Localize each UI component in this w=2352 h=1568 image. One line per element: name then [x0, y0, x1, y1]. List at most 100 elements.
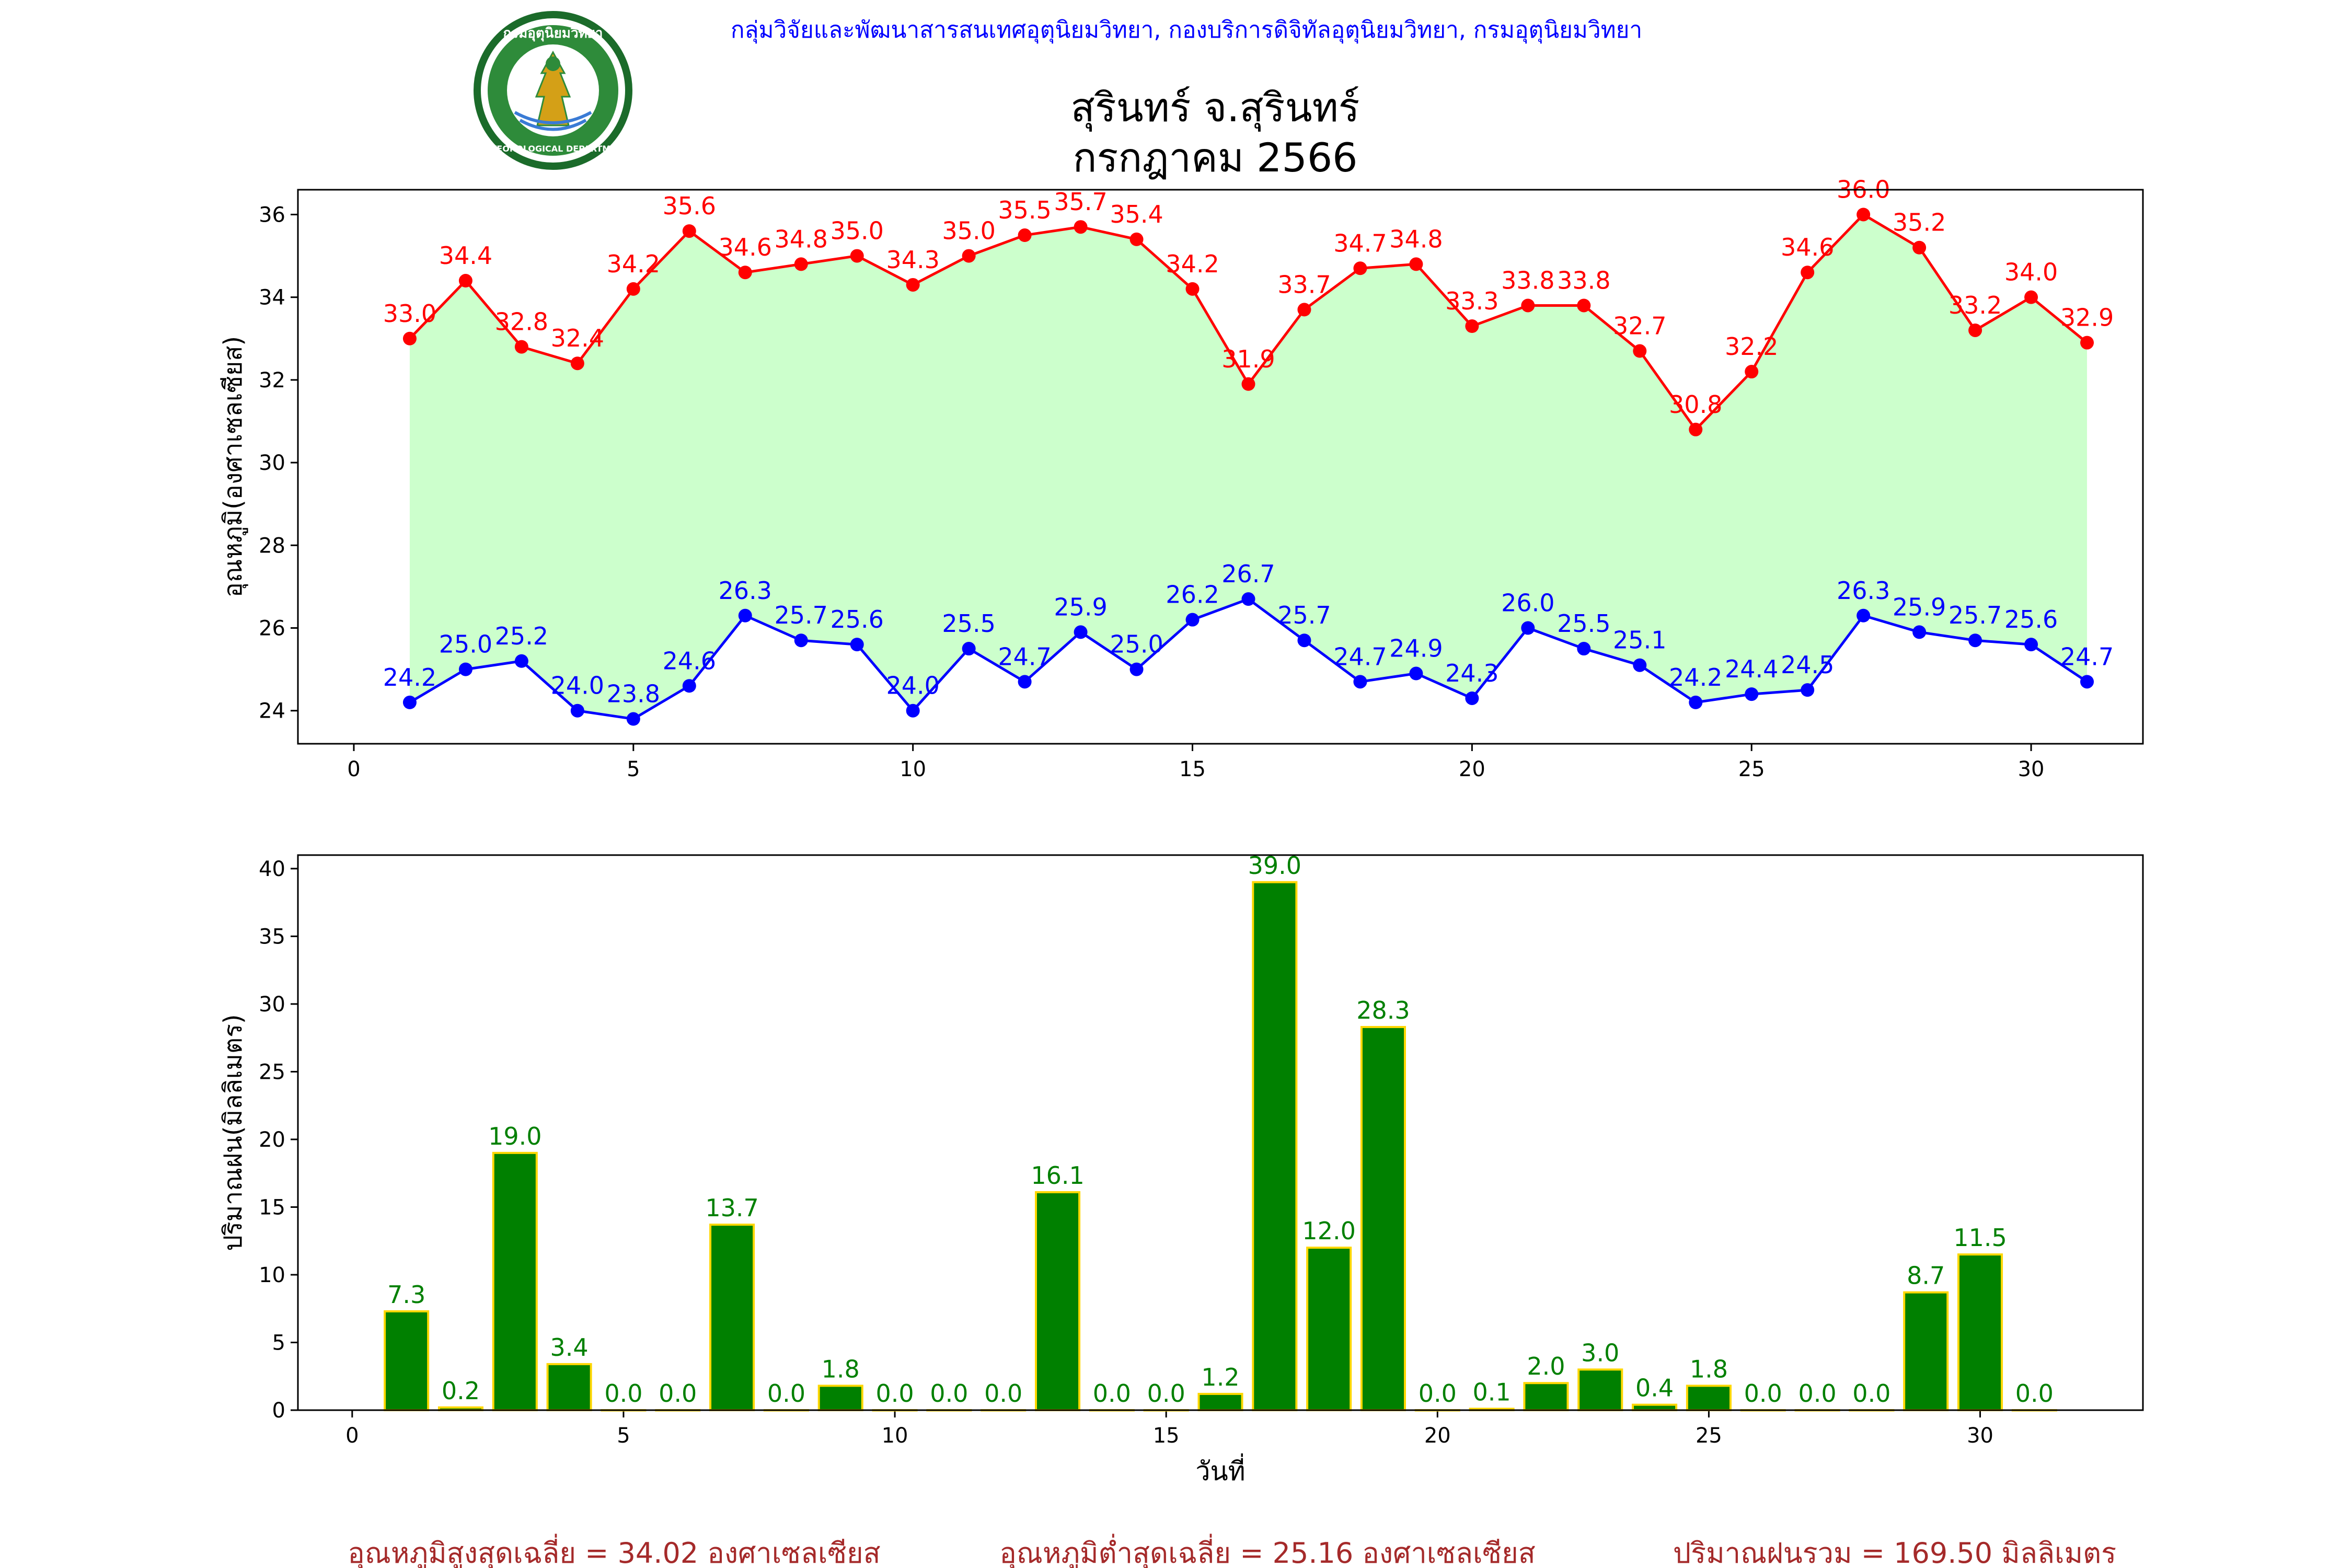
y-tick-label: 35: [259, 925, 285, 949]
y-tick-label: 34: [259, 286, 285, 310]
y-tick-label: 30: [259, 993, 285, 1017]
min-temperature-data-label: 25.6: [830, 605, 883, 633]
max-temperature-data-label: 32.8: [495, 308, 548, 336]
max-temperature-point: [2024, 290, 2038, 304]
y-tick-label: 15: [259, 1195, 285, 1219]
x-tick-label: 0: [345, 1424, 359, 1448]
x-tick-label: 25: [1696, 1424, 1722, 1448]
min-temperature-data-label: 26.7: [1221, 560, 1275, 588]
rainfall-bar: [492, 1151, 538, 1412]
x-tick-label: 20: [1424, 1424, 1451, 1448]
min-temperature-data-label: 24.5: [1781, 651, 1834, 679]
rainfall-data-label: 1.2: [1201, 1363, 1239, 1391]
max-temperature-point: [1297, 303, 1311, 317]
y-tick-label: 32: [259, 368, 285, 393]
max-temperature-point: [1801, 266, 1815, 280]
rainfall-bar: [1360, 1025, 1406, 1411]
rainfall-data-label: 0.0: [659, 1379, 697, 1408]
min-temperature-point: [2080, 675, 2094, 689]
y-tick-label: 24: [259, 699, 285, 723]
min-temperature-point: [1801, 683, 1815, 697]
min-temperature-data-label: 24.0: [551, 672, 604, 700]
min-temperature-data-label: 26.3: [1837, 577, 1890, 605]
min-temperature-data-label: 25.6: [2004, 605, 2058, 633]
y-tick-label: 30: [259, 451, 285, 475]
max-temperature-point: [738, 266, 752, 280]
min-temperature-point: [1521, 621, 1535, 635]
rainfall-bar: [384, 1310, 430, 1411]
rainfall-bar: [1903, 1291, 1949, 1411]
min-temperature-point: [514, 654, 528, 668]
rainfall-data-label: 0.0: [1798, 1379, 1836, 1408]
rainfall-bar: [546, 1363, 592, 1411]
rainfall-y-axis-label: ปริมาณฝน(มิลลิเมตร): [218, 1014, 248, 1251]
max-temperature-point: [1857, 207, 1871, 222]
min-temperature-point: [1241, 592, 1255, 606]
max-temperature-point: [1074, 220, 1088, 234]
min-temperature-data-label: 23.8: [607, 680, 660, 708]
min-temperature-data-label: 24.7: [998, 642, 1051, 671]
x-tick-label: 30: [1967, 1424, 1993, 1448]
max-temperature-point: [2080, 336, 2094, 350]
rainfall-data-label: 0.4: [1635, 1374, 1674, 1402]
credit-text: กลุ่มวิจัยและพัฒนาสารสนเทศอุตุนิยมวิทยา,…: [731, 17, 1642, 44]
rainfall-data-label: 0.0: [1093, 1379, 1131, 1408]
min-temperature-point: [1465, 691, 1479, 705]
x-tick-label: 20: [1459, 757, 1485, 781]
max-temperature-point: [906, 278, 920, 292]
svg-text:METEOROLOGICAL DEPARTMENT: METEOROLOGICAL DEPARTMENT: [477, 144, 629, 154]
max-temperature-point: [1912, 240, 1927, 255]
min-temperature-point: [1912, 625, 1927, 639]
max-temperature-data-label: 33.2: [1949, 291, 2002, 319]
chart-title-month: กรกฎาคม 2566: [1073, 134, 1357, 181]
min-temperature-data-label: 26.3: [719, 577, 772, 605]
rainfall-bar: [1197, 1392, 1243, 1411]
max-temperature-data-label: 34.6: [719, 233, 772, 261]
max-temperature-data-label: 34.3: [886, 246, 939, 274]
max-temperature-data-label: 35.4: [1110, 200, 1163, 228]
rainfall-plot-frame: [297, 854, 2144, 1411]
max-temperature-point: [626, 282, 640, 296]
min-temperature-data-label: 25.5: [942, 609, 995, 638]
rainfall-bar: [1686, 1385, 1732, 1411]
rainfall-data-label: 0.1: [1473, 1378, 1511, 1406]
rainfall-data-label: 1.8: [1690, 1355, 1728, 1383]
y-tick-label: 40: [259, 857, 285, 881]
footer-average-max-temperature: อุณหภูมิสูงสุดเฉลี่ย = 34.02 องศาเซลเซีย…: [348, 1534, 880, 1568]
max-temperature-point: [962, 249, 976, 263]
max-temperature-data-label: 34.7: [1333, 229, 1387, 257]
max-temperature-data-label: 34.2: [607, 250, 660, 278]
x-tick-label: 10: [882, 1424, 908, 1448]
rainfall-data-label: 0.0: [767, 1379, 805, 1408]
y-tick-label: 20: [259, 1128, 285, 1152]
max-temperature-point: [1465, 319, 1479, 333]
rainfall-bar: [1957, 1253, 2003, 1412]
min-temperature-point: [962, 642, 976, 656]
min-temperature-point: [402, 695, 417, 709]
min-temperature-data-label: 24.7: [2060, 642, 2114, 671]
min-temperature-data-label: 25.5: [1557, 609, 1610, 638]
temperature-plot-frame: [297, 189, 2144, 745]
max-temperature-point: [514, 340, 528, 354]
min-temperature-data-label: 25.1: [1613, 626, 1666, 654]
rainfall-x-axis-label: วันที่: [1195, 1454, 1245, 1486]
x-tick-label: 10: [900, 757, 926, 781]
max-temperature-data-label: 35.0: [830, 217, 883, 245]
min-temperature-data-label: 26.0: [1501, 589, 1554, 617]
max-temperature-point: [1409, 257, 1423, 271]
min-temperature-data-label: 24.4: [1725, 655, 1778, 683]
rainfall-data-label: 3.4: [550, 1333, 589, 1362]
y-tick-label: 28: [259, 534, 285, 558]
max-temperature-data-label: 33.8: [1557, 266, 1610, 294]
min-temperature-point: [570, 704, 584, 718]
min-temperature-data-label: 25.0: [1110, 630, 1163, 659]
rainfall-data-label: 0.2: [442, 1377, 480, 1405]
min-temperature-data-label: 24.2: [383, 663, 436, 691]
meteorological-department-logo: กรมอุตุนิยมวิทยา METEOROLOGICAL DEPARTME…: [474, 11, 632, 170]
rainfall-data-label: 0.0: [984, 1379, 1022, 1408]
max-temperature-point: [1521, 298, 1535, 313]
max-temperature-data-label: 30.8: [1669, 390, 1722, 419]
min-temperature-data-label: 25.9: [1054, 593, 1107, 621]
y-tick-label: 25: [259, 1060, 285, 1084]
